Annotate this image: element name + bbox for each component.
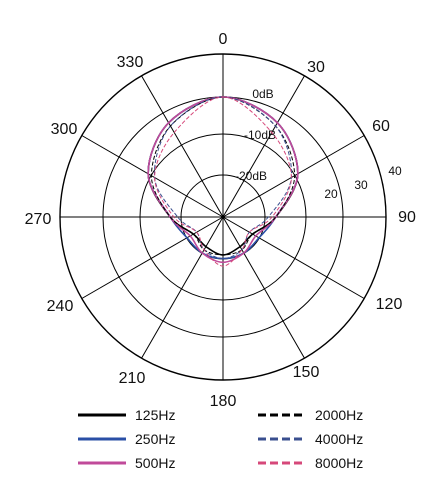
grid-spoke [81,216,224,299]
ring-label: -20dB [235,169,267,183]
grid-spoke [222,216,365,299]
scale-label: 40 [388,164,402,178]
grid-spoke [222,75,305,218]
angle-tick-label: 90 [398,209,416,226]
scale-label: 20 [324,187,338,201]
angle-tick-label: 240 [47,298,74,315]
ring-label: 0dB [252,87,273,101]
angle-tick-label: 120 [376,296,403,313]
ring-label: -10dB [244,128,276,142]
legend-label: 2000Hz [315,407,363,423]
series-curve-2000Hz [150,96,296,256]
grid-spoke [141,75,224,218]
angle-tick-label: 300 [51,121,78,138]
angle-tick-label: 180 [210,393,237,410]
angle-tick-label: 270 [25,211,52,228]
series-curve-8000Hz [154,96,292,267]
grid-spoke [81,135,224,218]
legend-label: 500Hz [135,455,175,471]
angle-tick-label: 0 [219,31,228,48]
legend-label: 8000Hz [315,455,363,471]
legend-label: 250Hz [135,431,175,447]
series-curve-500Hz [147,96,299,264]
grid-spoke [222,216,305,359]
grid-spoke [222,135,365,218]
angle-tick-label: 330 [117,54,144,71]
angle-tick-label: 30 [307,59,325,76]
angle-tick-label: 210 [119,370,146,387]
grid-spoke [141,216,224,359]
scale-label: 30 [354,178,368,192]
legend-label: 4000Hz [315,431,363,447]
angle-tick-label: 60 [372,118,390,135]
angle-tick-label: 150 [293,364,320,381]
legend-label: 125Hz [135,407,175,423]
